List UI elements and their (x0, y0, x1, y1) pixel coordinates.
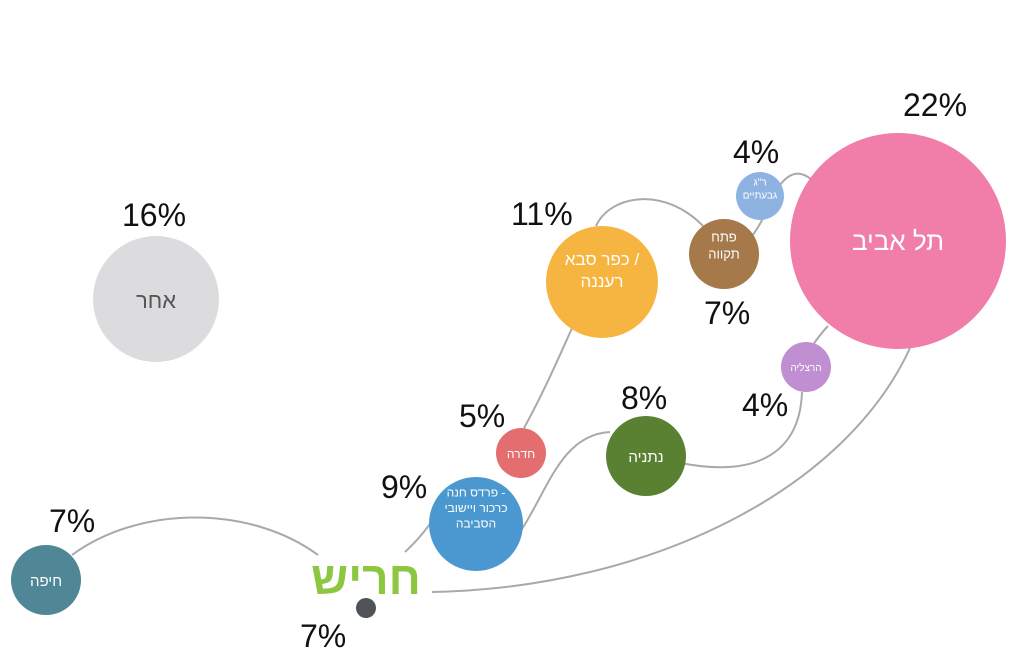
connector-hadera-to-kfar-saba (523, 325, 574, 429)
node-circle (790, 133, 1006, 349)
node-circle (11, 545, 81, 615)
node-label-line: גבעתיים (743, 191, 778, 202)
node-label: חיפה (30, 573, 62, 590)
node-label: הרצליה (790, 362, 821, 374)
node-label: כפר סבא / רעננה (565, 250, 640, 291)
center-percent: 7% (300, 618, 346, 654)
node-circle (93, 236, 219, 362)
node-other: אחר 16% (93, 197, 219, 362)
node-circle (496, 428, 546, 478)
center-logo: חריש (311, 552, 421, 604)
connector-center-to-tel-aviv (431, 347, 911, 593)
node-label-line: כפר סבא / (565, 250, 640, 269)
connector-netanya-to-herzliya (675, 391, 803, 469)
node-percent: 8% (621, 380, 667, 416)
node-label-line: הסביבה (456, 517, 496, 531)
connector-haifa (71, 516, 319, 556)
connector-herzliya-to-tel-aviv (811, 325, 829, 347)
node-hadera: חדרה 5% (459, 398, 546, 478)
node-percent: 22% (903, 87, 967, 123)
node-percent: 9% (381, 469, 427, 505)
node-label: אחר (136, 288, 176, 313)
node-circle (429, 477, 523, 571)
node-pardes-hana: פרדס חנה - כרכור ויישובי הסביבה 9% (381, 469, 523, 571)
node-kfar-saba: כפר סבא / רעננה 11% (511, 196, 658, 338)
node-label-line: תל אביב (852, 226, 944, 256)
node-percent: 7% (704, 295, 750, 331)
node-label-line: חיפה (30, 573, 62, 590)
node-label-line: כרכור ויישובי (444, 501, 507, 515)
node-label: חדרה (507, 447, 535, 461)
node-label: נתניה (628, 449, 663, 466)
connector-ramat-gan-to-tel-aviv (779, 172, 813, 186)
node-label: פתח תקווה (708, 230, 739, 262)
node-percent: 4% (733, 134, 779, 170)
node-circle (736, 172, 784, 220)
node-label-line: ר"ג (753, 178, 766, 189)
node-percent: 4% (742, 387, 788, 423)
node-label-line: תקווה (708, 246, 739, 261)
node-label: תל אביב (852, 226, 944, 256)
node-circle (546, 226, 658, 338)
node-label: ר"ג גבעתיים (743, 178, 778, 202)
node-circle (606, 416, 686, 496)
node-percent: 5% (459, 398, 505, 434)
node-label-line: רעננה (581, 272, 624, 291)
node-netanya: נתניה 8% (606, 380, 686, 496)
node-petah-tikva: פתח תקווה 7% (689, 219, 759, 331)
node-ramat-gan: ר"ג גבעתיים 4% (733, 134, 784, 220)
node-label-line: הרצליה (790, 362, 821, 374)
node-circle (689, 219, 759, 289)
node-label-line: אחר (136, 288, 176, 313)
node-label-line: פתח (711, 230, 737, 245)
node-label-line: חדרה (507, 447, 535, 461)
node-label-line: נתניה (628, 449, 663, 466)
node-percent: 16% (122, 197, 186, 233)
connector-kfar-saba-to-petah-tikva (595, 198, 706, 229)
node-label: פרדס חנה - כרכור ויישובי הסביבה (444, 485, 507, 530)
node-percent: 11% (511, 196, 573, 232)
center-logo-group: חריש 7% (300, 552, 421, 654)
node-circle (781, 342, 831, 392)
center-dot (356, 598, 376, 618)
node-label-line: פרדס חנה - (447, 485, 506, 499)
node-tel-aviv: תל אביב 22% (790, 87, 1006, 349)
node-haifa: חיפה 7% (11, 503, 95, 615)
node-percent: 7% (49, 503, 95, 539)
node-herzliya: הרצליה 4% (742, 342, 831, 423)
